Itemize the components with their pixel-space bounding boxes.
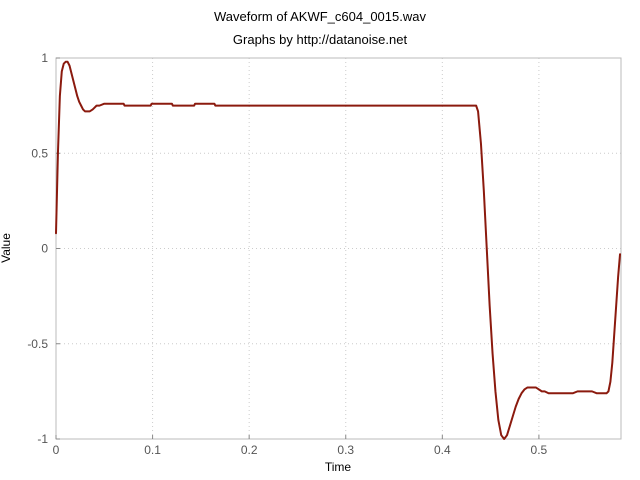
x-tick-label: 0.1 (144, 443, 161, 457)
chart-subtitle: Graphs by http://datanoise.net (232, 32, 408, 47)
x-tick-label: 0.4 (434, 443, 451, 457)
grid-lines (55, 57, 621, 440)
x-tick-label: 0.5 (531, 443, 548, 457)
x-axis-label: Time (325, 460, 352, 474)
y-tick-label: 0.5 (31, 146, 48, 160)
y-tick-label: -0.5 (27, 337, 48, 351)
x-tick-label: 0 (53, 443, 60, 457)
y-tick-label: 0 (41, 242, 48, 256)
x-tick-label: 0.3 (337, 443, 354, 457)
x-tick-label: 0.2 (241, 443, 258, 457)
y-axis-label: Value (0, 233, 13, 263)
axis-ticks: 0 0.1 0.2 0.3 0.4 0.5 1 0.5 0 -0.5 -1 (27, 51, 547, 457)
waveform-line (55, 60, 622, 440)
y-tick-label: -1 (37, 432, 48, 446)
y-tick-label: 1 (41, 51, 48, 65)
chart-title: Waveform of AKWF_c604_0015.wav (214, 9, 426, 24)
